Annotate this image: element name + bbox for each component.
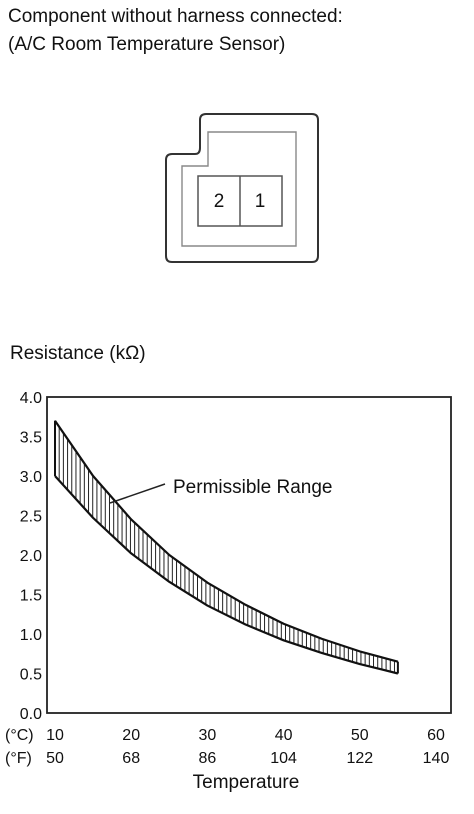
lower-limit-curve: [54, 475, 399, 675]
x-tick-label-celsius: 30: [199, 727, 217, 744]
band-leader-line: [109, 483, 166, 504]
y-tick-label: 2.5: [20, 509, 42, 526]
y-axis-label: Resistance (kΩ): [10, 343, 146, 364]
x-tick-label-fahrenheit: 86: [199, 750, 217, 767]
y-tick-label: 2.0: [20, 548, 42, 565]
x-tick-label-celsius: 60: [427, 727, 445, 744]
x-tick-label-fahrenheit: 104: [270, 750, 297, 767]
x-axis-label: Temperature: [193, 772, 300, 793]
y-tick-label: 1.5: [20, 588, 42, 605]
x-unit-fahrenheit: (°F): [5, 750, 32, 767]
x-unit-celsius: (°C): [5, 727, 34, 744]
connector-inner-housing: [181, 131, 297, 247]
plot-frame: [46, 396, 452, 714]
x-tick-label-celsius: 50: [351, 727, 369, 744]
y-tick-label: 1.0: [20, 627, 42, 644]
permissible-range-band: [54, 420, 399, 675]
x-tick-label-fahrenheit: 140: [423, 750, 450, 767]
resistance-chart: Resistance (kΩ) 4.0 3.5 3.0 2.5 2.0 1.5 1.0 0.5…: [5, 343, 452, 793]
y-tick-label: 0.0: [20, 706, 42, 723]
connector-diagram: 2 1: [165, 113, 319, 263]
x-tick-labels: 10 50 20 68 30 86 40 104 50 122 60 140: [46, 727, 449, 767]
x-tick-label-fahrenheit: 122: [346, 750, 373, 767]
x-tick-label-fahrenheit: 50: [46, 750, 64, 767]
y-tick-label: 3.5: [20, 430, 42, 447]
component-title: Component without harness connected:: [8, 6, 343, 27]
connector-pin-1: 1: [255, 191, 266, 212]
upper-limit-curve: [54, 420, 399, 663]
band-label: Permissible Range: [173, 477, 332, 498]
x-tick-label-fahrenheit: 68: [122, 750, 140, 767]
x-tick-label-celsius: 10: [46, 727, 64, 744]
x-tick-label-celsius: 40: [275, 727, 293, 744]
y-tick-label: 0.5: [20, 667, 42, 684]
connector-pin-2: 2: [214, 191, 225, 212]
y-tick-label: 4.0: [20, 390, 42, 407]
y-tick-label: 3.0: [20, 469, 42, 486]
connector-outer-housing: [165, 113, 319, 263]
y-tick-labels: 4.0 3.5 3.0 2.5 2.0 1.5 1.0 0.5 0.0: [20, 390, 42, 723]
component-subtitle: (A/C Room Temperature Sensor): [8, 34, 286, 55]
x-tick-label-celsius: 20: [122, 727, 140, 744]
